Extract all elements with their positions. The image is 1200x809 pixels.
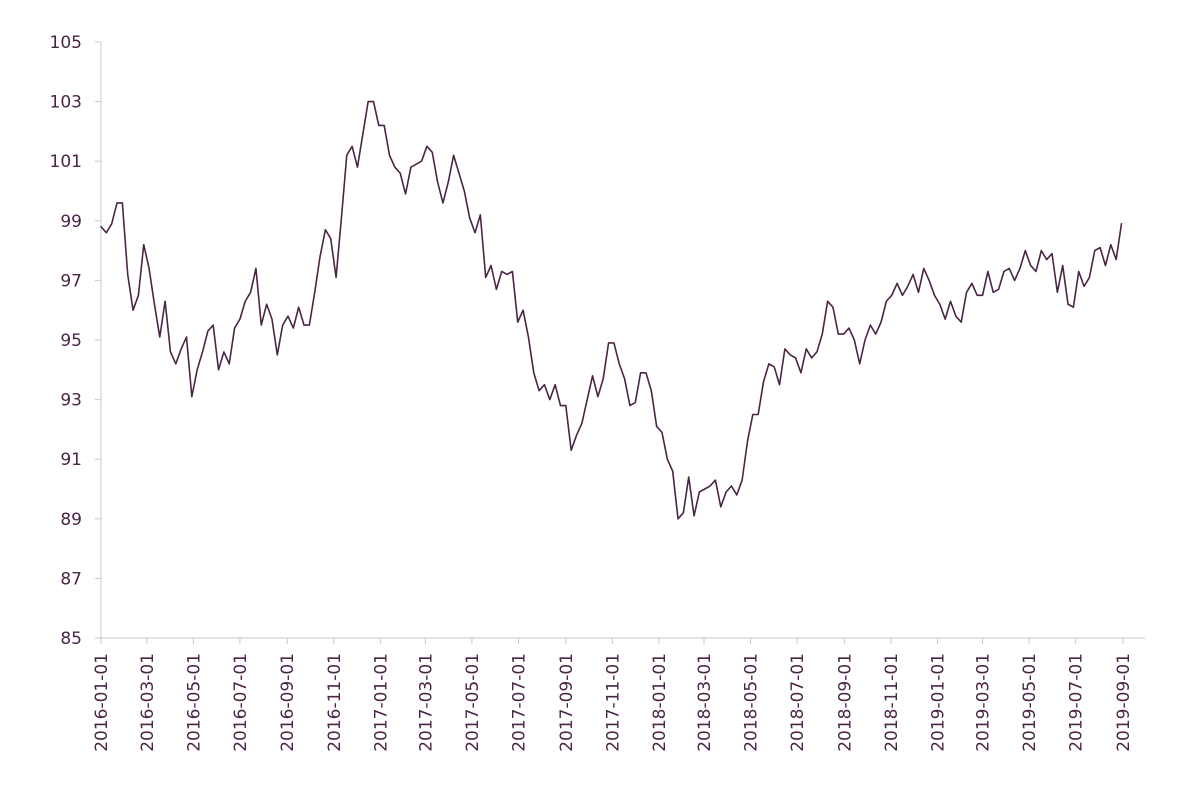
x-tick-label: 2016-11-01 <box>325 653 345 752</box>
x-tick-label: 2017-05-01 <box>463 653 483 752</box>
x-tick-label: 2017-03-01 <box>416 653 436 752</box>
series-line-0 <box>100 100 1123 520</box>
x-tick-label: 2017-11-01 <box>603 653 623 752</box>
y-tick-label: 99 <box>60 212 82 232</box>
series-lines <box>100 100 1123 520</box>
y-tick-label: 89 <box>60 510 82 530</box>
y-axis: 85 87 89 91 93 95 97 99 101 103 105 <box>50 33 102 649</box>
x-tick-label: 2017-01-01 <box>371 653 391 752</box>
y-tick-label: 85 <box>60 629 82 649</box>
x-tick-label: 2019-01-01 <box>929 653 949 752</box>
x-tick-label: 2016-07-01 <box>231 653 251 752</box>
x-tick-label: 2016-01-01 <box>92 653 112 752</box>
x-tick-label: 2017-07-01 <box>510 653 530 752</box>
y-tick-label: 95 <box>60 331 82 351</box>
x-tick-label: 2016-03-01 <box>138 653 158 752</box>
x-tick-label: 2016-05-01 <box>184 653 204 752</box>
x-tick-label: 2019-03-01 <box>974 653 994 752</box>
y-tick-label: 91 <box>60 450 82 470</box>
x-tick-label: 2018-07-01 <box>788 653 808 752</box>
x-tick-label: 2018-11-01 <box>882 653 902 752</box>
x-tick-label: 2018-05-01 <box>742 653 762 752</box>
x-tick-label: 2018-01-01 <box>650 653 670 752</box>
y-tick-label: 105 <box>50 33 82 53</box>
y-tick-label: 93 <box>60 391 82 411</box>
x-tick-label: 2017-09-01 <box>557 653 577 752</box>
x-tick-label: 2018-03-01 <box>695 653 715 752</box>
y-tick-label: 97 <box>60 271 82 291</box>
x-tick-label: 2018-09-01 <box>835 653 855 752</box>
x-tick-label: 2019-05-01 <box>1020 653 1040 752</box>
y-tick-label: 87 <box>60 569 82 589</box>
x-tick-label: 2016-09-01 <box>278 653 298 752</box>
y-tick-label: 103 <box>50 93 82 113</box>
x-tick-label: 2019-09-01 <box>1114 653 1134 752</box>
x-axis: 2016-01-01 2016-03-01 2016-05-01 2016-07-01… <box>92 637 1145 752</box>
x-tick-label: 2019-07-01 <box>1067 653 1087 752</box>
y-tick-label: 101 <box>50 152 82 172</box>
